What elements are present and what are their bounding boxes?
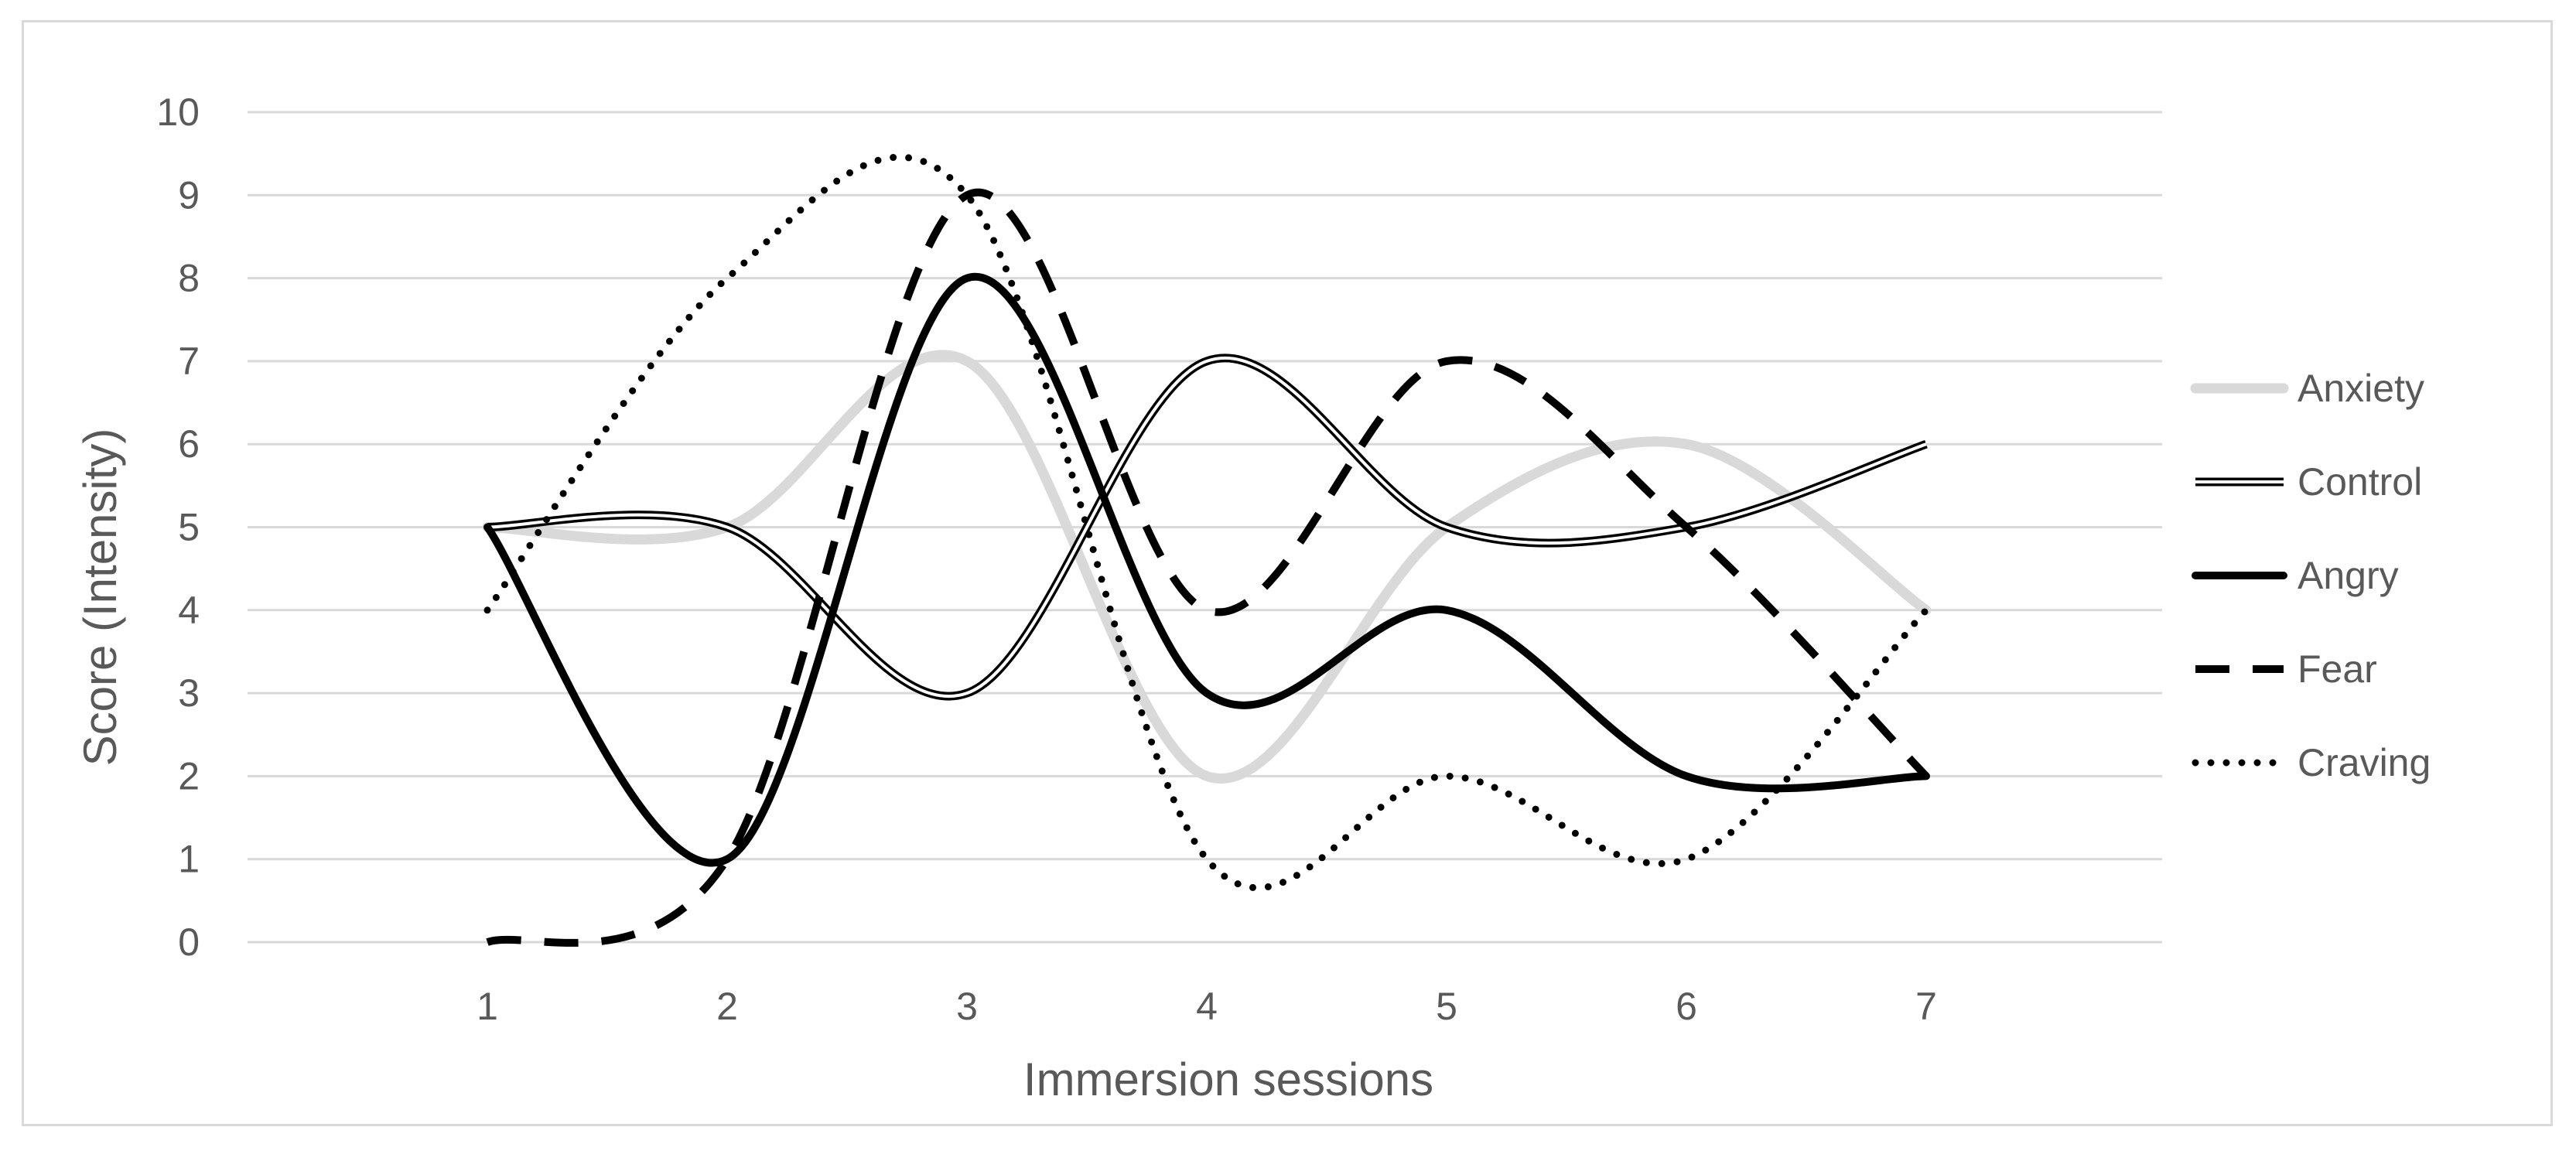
legend-item-craving: Craving — [2192, 741, 2431, 784]
series-anxiety — [482, 350, 1932, 784]
series-fear — [486, 188, 1929, 947]
y-tick-label: 7 — [178, 340, 200, 383]
series-lines — [482, 153, 1932, 947]
legend-label-angry: Angry — [2298, 554, 2399, 597]
legend-item-fear: Fear — [2195, 647, 2377, 691]
x-tick-label: 3 — [956, 985, 978, 1028]
legend-item-control: Control — [2195, 460, 2422, 504]
y-tick-label: 3 — [178, 671, 200, 715]
y-tick-label: 6 — [178, 422, 200, 466]
y-tick-label: 5 — [178, 506, 200, 549]
y-tick-label: 9 — [178, 173, 200, 217]
y-tick-label: 10 — [156, 91, 200, 134]
series-anxiety-line — [482, 350, 1932, 784]
x-tick-label: 6 — [1676, 985, 1697, 1028]
y-tick-label: 8 — [178, 257, 200, 300]
x-axis-title: Immersion sessions — [1023, 1054, 1433, 1105]
y-tick-label: 2 — [178, 754, 200, 798]
series-fear-line — [486, 188, 1929, 947]
y-axis-title: Score (Intensity) — [74, 429, 126, 767]
legend-label-craving: Craving — [2298, 741, 2431, 784]
series-craving — [483, 153, 1930, 892]
y-tick-label: 0 — [178, 920, 200, 964]
y-tick-label: 4 — [178, 589, 200, 632]
legend-label-fear: Fear — [2298, 647, 2377, 691]
legend-item-angry: Angry — [2192, 554, 2399, 597]
series-control — [487, 353, 1928, 701]
series-control-line — [487, 357, 1927, 698]
y-axis-ticks: 0 1 2 3 4 5 6 7 8 9 10 — [156, 91, 200, 964]
series-angry — [483, 272, 1930, 867]
legend-item-anxiety: Anxiety — [2190, 367, 2424, 410]
x-tick-label: 7 — [1915, 985, 1937, 1028]
x-tick-label: 1 — [477, 985, 498, 1028]
legend-label-control: Control — [2298, 460, 2422, 504]
legend: Anxiety Control Angry Fear Craving — [2190, 367, 2431, 784]
x-tick-label: 5 — [1436, 985, 1457, 1028]
legend-label-anxiety: Anxiety — [2298, 367, 2424, 410]
x-tick-label: 4 — [1196, 985, 1218, 1028]
x-axis-ticks: 1 2 3 4 5 6 7 — [477, 985, 1937, 1028]
y-tick-label: 1 — [178, 838, 200, 881]
series-angry-line — [483, 272, 1930, 867]
x-tick-label: 2 — [716, 985, 738, 1028]
series-craving-line — [483, 153, 1930, 892]
